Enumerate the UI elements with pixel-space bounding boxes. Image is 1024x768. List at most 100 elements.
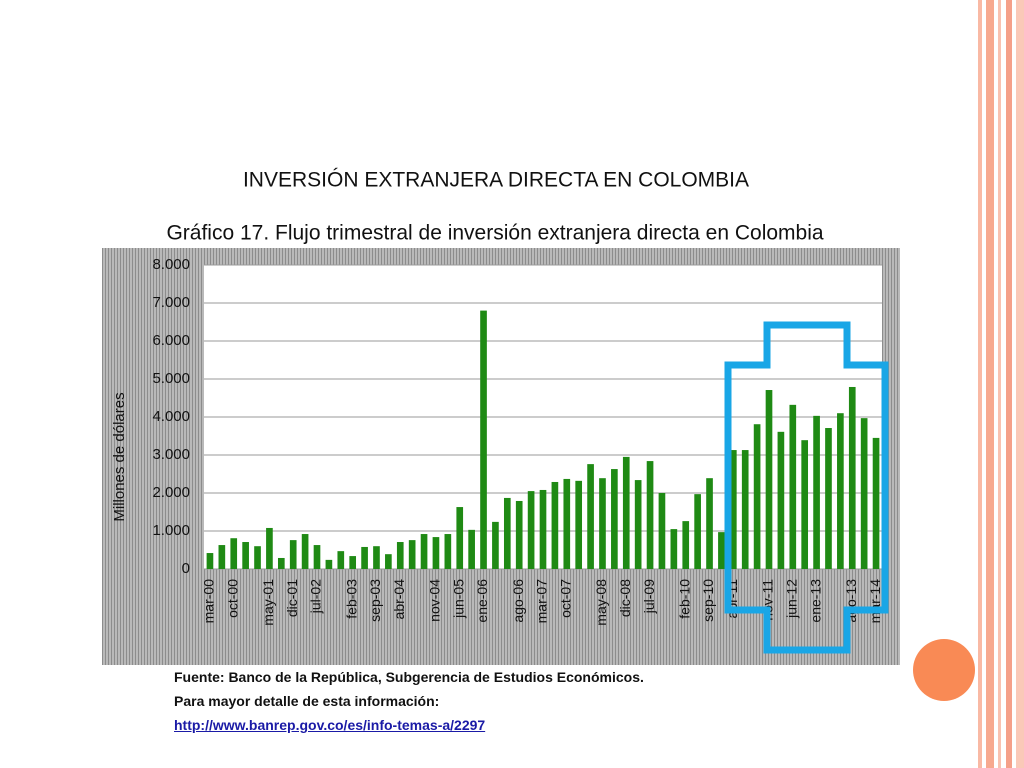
stripe <box>1016 0 1024 768</box>
x-tick-label: oct-07 <box>557 579 573 618</box>
stripe <box>986 0 994 768</box>
y-tick-label: 4.000 <box>152 408 190 425</box>
source-link[interactable]: http://www.banrep.gov.co/es/info-temas-a… <box>174 717 486 733</box>
bar <box>361 546 368 569</box>
bar <box>646 461 654 569</box>
y-tick-label: 7.000 <box>152 294 190 311</box>
x-tick-label: ene-06 <box>474 579 490 623</box>
x-tick-label: jul-09 <box>641 579 657 614</box>
x-tick-label: ago-06 <box>510 579 526 623</box>
x-tick-label: may-01 <box>260 579 276 626</box>
bar <box>527 491 535 569</box>
stripe <box>998 0 1001 768</box>
bar <box>218 545 226 569</box>
bar <box>789 404 797 569</box>
y-tick-label: 3.000 <box>152 446 190 463</box>
bar <box>587 464 594 569</box>
bar <box>801 440 809 569</box>
x-tick-label: mar-07 <box>534 579 550 624</box>
y-tick-label: 1.000 <box>152 522 190 539</box>
x-tick-label: mar-14 <box>867 579 883 624</box>
x-tick-label: jun-12 <box>783 579 799 619</box>
bar <box>266 527 273 569</box>
bar <box>729 450 737 569</box>
x-tick-label: feb-03 <box>343 579 359 619</box>
x-tick-label: sep-10 <box>700 579 716 622</box>
bar <box>658 493 666 569</box>
x-tick-label: dic-01 <box>284 579 300 617</box>
x-tick-label: may-08 <box>593 579 609 626</box>
bar <box>408 540 416 569</box>
bar <box>349 556 357 569</box>
y-tick-label: 8.000 <box>152 256 190 273</box>
x-tick-label: ene-13 <box>807 579 823 623</box>
chart-title: Gráfico 17. Flujo trimestral de inversió… <box>166 222 823 245</box>
bar <box>456 507 464 569</box>
x-tick-label: mar-00 <box>201 579 217 624</box>
orange-circle <box>913 639 975 701</box>
x-tick-label: jul-02 <box>308 579 324 614</box>
bar <box>242 542 249 569</box>
y-axis-label: Millones de dólares <box>111 392 128 521</box>
bar <box>825 428 832 569</box>
bar <box>468 529 475 569</box>
bar <box>230 538 238 569</box>
bar <box>777 431 785 569</box>
detail-note: Para mayor detalle de esta información: <box>174 693 440 709</box>
bar <box>420 534 428 569</box>
x-tick-label: nov-04 <box>427 579 443 622</box>
bar <box>277 557 285 569</box>
bar <box>718 532 725 569</box>
bar <box>325 559 333 569</box>
bar <box>682 521 690 569</box>
bar <box>741 450 749 569</box>
bar <box>301 534 309 569</box>
bar <box>872 437 880 569</box>
bar <box>515 500 523 569</box>
bar <box>706 478 713 569</box>
source-note: Fuente: Banco de la República, Subgerenc… <box>174 669 644 685</box>
highlight-outline <box>724 321 889 654</box>
x-tick-label: jun-05 <box>450 579 466 619</box>
bar <box>432 537 440 569</box>
x-tick-label: dic-08 <box>617 579 633 617</box>
bar <box>289 540 297 569</box>
stripe <box>1006 0 1012 768</box>
bar <box>385 554 392 569</box>
y-tick-label: 6.000 <box>152 332 190 349</box>
slide-title: INVERSIÓN EXTRANJERA DIRECTA EN COLOMBIA <box>243 169 749 192</box>
bar <box>480 310 487 569</box>
bar <box>634 480 642 569</box>
bar <box>444 534 452 569</box>
y-tick-label: 0 <box>182 560 190 577</box>
x-tick-label: abr-04 <box>391 579 407 620</box>
bar <box>599 478 606 569</box>
bar <box>860 418 868 569</box>
bar <box>563 478 571 569</box>
stripe <box>978 0 982 768</box>
bar <box>813 415 820 569</box>
bar <box>539 489 547 569</box>
bar <box>313 545 321 569</box>
bar <box>670 529 678 569</box>
bar <box>337 551 345 569</box>
bar <box>503 497 511 569</box>
bar <box>837 413 844 569</box>
bar <box>373 546 380 569</box>
x-tick-label: feb-10 <box>676 579 692 619</box>
bar <box>848 386 856 569</box>
bar <box>206 553 214 569</box>
bar <box>622 456 630 569</box>
bar <box>396 542 404 569</box>
x-tick-label: sep-03 <box>367 579 383 622</box>
y-tick-label: 2.000 <box>152 484 190 501</box>
bar <box>492 521 499 569</box>
bar <box>254 546 261 569</box>
bar <box>551 481 559 569</box>
bar <box>611 469 618 569</box>
bar <box>575 480 583 569</box>
bar <box>694 494 701 569</box>
